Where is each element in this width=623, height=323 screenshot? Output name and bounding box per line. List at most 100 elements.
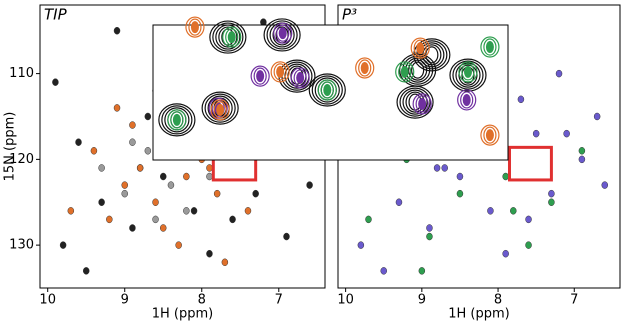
peak-contour <box>411 61 425 79</box>
peak-contour <box>412 93 432 115</box>
zoom-box <box>507 145 553 182</box>
peak <box>244 207 252 215</box>
y-tick-label: 130 <box>9 238 34 253</box>
peak <box>548 189 555 198</box>
peak <box>276 65 285 78</box>
peak <box>278 27 287 40</box>
peak-contour <box>480 124 500 146</box>
peak-contour <box>263 18 301 52</box>
peak <box>82 267 90 275</box>
x-axis-label: 1H (ppm) <box>448 307 510 322</box>
peak-contour <box>273 63 287 81</box>
peak <box>517 95 525 104</box>
peak <box>306 181 313 189</box>
x-tick-label: 9 <box>121 293 129 308</box>
peak <box>152 215 159 224</box>
peak-contour <box>222 26 242 48</box>
peak <box>206 172 213 181</box>
peak-contour <box>461 63 475 81</box>
peak <box>121 181 128 189</box>
peak <box>113 104 121 112</box>
peak <box>456 172 464 181</box>
peak <box>283 232 290 241</box>
peak <box>113 26 121 35</box>
peak-contour <box>419 42 445 68</box>
peak <box>463 65 472 78</box>
peak <box>525 215 532 224</box>
peak-contour <box>399 87 431 117</box>
peak-contour <box>410 37 430 59</box>
y-axis-label: 15N (ppm) <box>3 112 18 182</box>
peak <box>426 224 433 232</box>
peak <box>578 155 586 164</box>
peak-contour <box>320 81 334 99</box>
peak <box>106 215 113 224</box>
y-tick-label: 110 <box>9 66 34 81</box>
peak <box>601 181 609 189</box>
peak <box>152 198 159 206</box>
peak-contour <box>425 46 439 64</box>
peak <box>416 42 425 55</box>
x-axis-label: 1H (ppm) <box>152 307 214 322</box>
peak <box>433 164 441 172</box>
x-tick-label: 8 <box>198 293 206 308</box>
peak <box>129 138 136 146</box>
peak-contour <box>415 95 429 113</box>
peak <box>502 172 509 181</box>
peak <box>365 215 372 224</box>
peak <box>129 121 136 129</box>
peak <box>487 207 494 215</box>
peak-contour <box>185 16 205 38</box>
peak <box>462 93 471 106</box>
peak <box>221 258 229 267</box>
peak-contour <box>483 38 497 56</box>
peak-contour <box>455 62 481 88</box>
peak <box>555 69 563 78</box>
peak <box>98 164 105 172</box>
peak <box>144 147 152 155</box>
x-tick-label: 10 <box>337 293 354 308</box>
peak-contour <box>398 63 412 81</box>
peak <box>172 113 181 126</box>
peak-contour <box>457 89 477 111</box>
peak-contour <box>402 89 428 115</box>
peak-contour <box>218 26 238 48</box>
peak-contour <box>452 60 484 90</box>
peak <box>159 224 167 232</box>
peak-contour <box>480 36 500 58</box>
peak-contour <box>212 22 244 52</box>
peak <box>510 207 517 215</box>
peak <box>252 189 259 198</box>
x-tick-label: 7 <box>275 293 283 308</box>
peak <box>593 112 601 121</box>
peak <box>59 241 67 249</box>
peak-contour <box>317 79 337 101</box>
peak-contour <box>358 59 372 77</box>
peak <box>548 198 555 206</box>
peak-contour <box>209 20 247 54</box>
peak-contour <box>449 58 487 92</box>
peak <box>75 138 82 146</box>
peak <box>167 181 175 189</box>
peak <box>90 147 98 155</box>
peak <box>418 97 427 110</box>
peak <box>400 65 409 78</box>
peak <box>183 172 190 181</box>
panel-label: P³ <box>342 6 357 24</box>
peak <box>296 71 305 84</box>
peak-contour <box>158 103 196 137</box>
peak-contour <box>215 24 241 50</box>
peak-contour <box>311 75 343 105</box>
peak <box>206 164 213 172</box>
peak <box>121 189 128 198</box>
peak-contour <box>413 39 427 57</box>
peak <box>190 207 198 215</box>
peak <box>441 164 448 172</box>
peak <box>323 84 332 97</box>
peak-contour <box>314 77 340 103</box>
peak-contour <box>483 126 497 144</box>
x-tick-label: 10 <box>39 293 56 308</box>
x-tick-label: 8 <box>494 293 502 308</box>
peak <box>502 249 509 258</box>
peak <box>357 241 365 249</box>
